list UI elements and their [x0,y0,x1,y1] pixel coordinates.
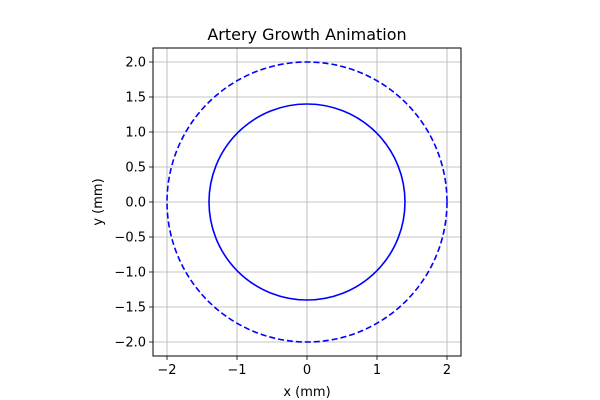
grid [153,48,461,356]
x-tick-label: 2 [443,363,451,378]
y-tick-label: 2.0 [125,56,146,71]
y-tick-label: −2.0 [114,336,146,351]
x-tick-label: −2 [157,363,176,378]
y-axis-label: y (mm) [91,178,106,225]
y-tick-label: 0.5 [125,161,146,176]
y-tick-label: 1.5 [125,91,146,106]
series-layer [166,61,448,343]
y-tick-label: −0.5 [114,231,146,246]
y-tick-label: 1.0 [125,126,146,141]
x-tick-label: 1 [373,363,381,378]
x-tick-label: −1 [227,363,246,378]
artery-circle [208,103,406,301]
x-tick-label: 0 [303,363,311,378]
x-axis-ticks: −2 −1 0 1 2 [157,356,451,378]
y-tick-label: −1.5 [114,301,146,316]
y-axis-ticks: −2.0 −1.5 −1.0 −0.5 0.0 0.5 1.0 1.5 2.0 [114,56,153,351]
y-tick-label: −1.0 [114,266,146,281]
outer-boundary-circle [166,61,448,343]
chart-title: Artery Growth Animation [207,25,406,44]
x-axis-label: x (mm) [283,385,330,400]
y-tick-label: 0.0 [125,196,146,211]
